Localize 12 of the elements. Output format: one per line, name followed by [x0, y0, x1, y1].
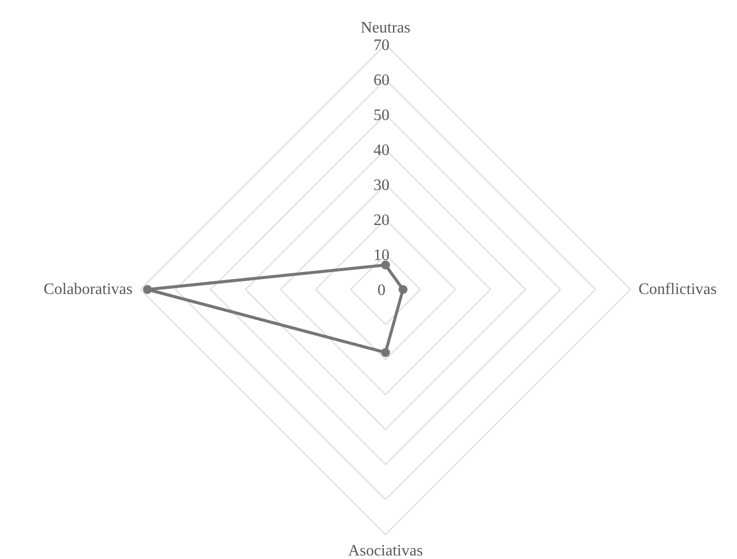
y-tick-label: 0 [378, 282, 386, 299]
spoke-label: Colaborativas [44, 281, 133, 298]
y-tick-label: 10 [374, 247, 390, 264]
y-tick-label: 30 [374, 177, 390, 194]
spoke-label: Conflictivas [638, 281, 717, 298]
y-tick-label: 50 [374, 107, 390, 124]
y-tick-label: 60 [374, 72, 390, 89]
y-tick-label: 70 [374, 37, 390, 54]
y-tick-label: 20 [374, 212, 390, 229]
spoke-label: Asociativas [348, 542, 423, 559]
spoke-label: Neutras [360, 20, 410, 36]
y-tick-label: 40 [374, 142, 390, 159]
